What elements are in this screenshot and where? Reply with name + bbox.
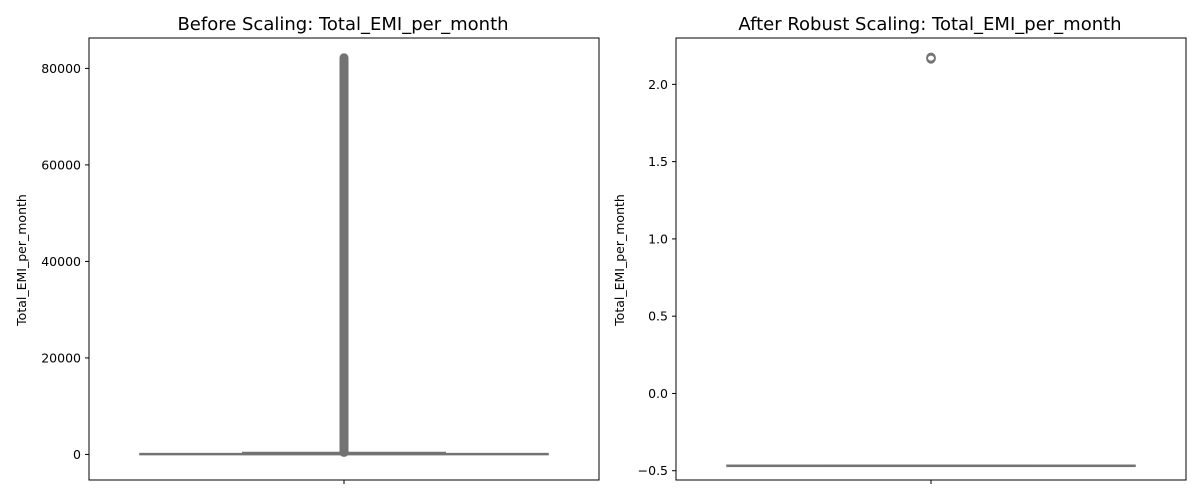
y-tick-label: 40000 (41, 254, 81, 269)
y-tick-label: 2.0 (648, 77, 668, 92)
right-y-axis-label: Total_EMI_per_month (612, 194, 627, 327)
y-tick-label: 0.5 (648, 309, 668, 324)
left-chart-title: Before Scaling: Total_EMI_per_month (177, 14, 508, 35)
right-box-plot (726, 52, 1136, 468)
outlier-point (926, 52, 936, 63)
left-y-ticks: 0 20000 40000 60000 80000 (41, 61, 89, 462)
y-tick-label: 1.5 (648, 154, 668, 169)
left-axes-frame (88, 37, 600, 481)
y-tick-label: −0.5 (638, 463, 668, 478)
left-box-plot (139, 53, 549, 457)
y-tick-label: 1.0 (648, 231, 668, 246)
right-axes-frame (675, 37, 1187, 481)
y-tick-label: 0 (73, 447, 81, 462)
y-tick-label: 80000 (41, 61, 81, 76)
right-chart-panel: After Robust Scaling: Total_EMI_per_mont… (612, 14, 1187, 484)
y-tick-label: 60000 (41, 157, 81, 172)
left-chart-panel: Before Scaling: Total_EMI_per_month Tota… (14, 14, 600, 484)
right-chart-title: After Robust Scaling: Total_EMI_per_mont… (738, 14, 1121, 35)
right-y-ticks: −0.5 0.0 0.5 1.0 1.5 2.0 (638, 77, 676, 478)
y-tick-label: 20000 (41, 350, 81, 365)
y-tick-label: 0.0 (648, 386, 668, 401)
left-y-axis-label: Total_EMI_per_month (14, 194, 29, 327)
